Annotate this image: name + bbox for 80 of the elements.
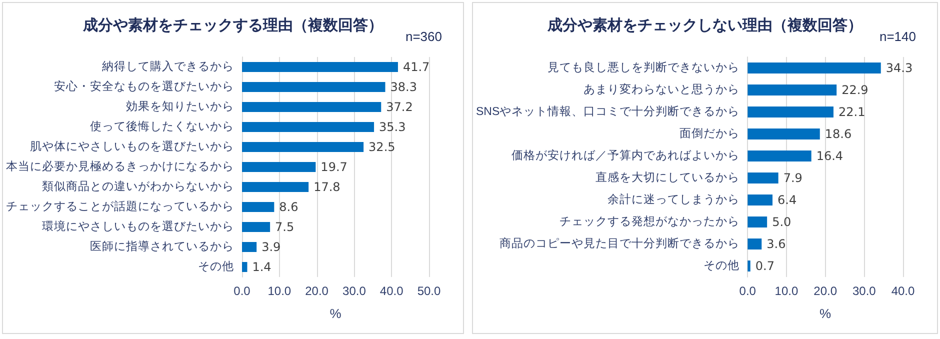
data-label: 18.6 bbox=[824, 127, 852, 141]
y-tick-label: 価格が安ければ／予算内であればよいから bbox=[512, 148, 740, 162]
y-tick-label: 医師に指導されているから bbox=[90, 239, 234, 253]
data-label: 0.7 bbox=[755, 259, 774, 273]
bar bbox=[748, 260, 750, 272]
x-tick-label: 20.0 bbox=[814, 284, 838, 298]
bar bbox=[242, 82, 386, 92]
data-label: 19.7 bbox=[320, 160, 348, 174]
bar bbox=[748, 128, 820, 140]
data-label: 5.0 bbox=[772, 215, 792, 229]
y-tick-label: 面倒だから bbox=[680, 127, 740, 140]
data-label: 35.3 bbox=[379, 120, 406, 134]
y-tick-label: 商品のコピーや見た目で十分判断できるから bbox=[500, 236, 740, 250]
data-label: 22.9 bbox=[842, 83, 868, 97]
x-tick-label: 50.0 bbox=[417, 284, 441, 298]
x-tick-label: 40.0 bbox=[891, 284, 915, 298]
x-tick-label: 30.0 bbox=[852, 284, 876, 298]
y-tick-label: その他 bbox=[198, 260, 234, 273]
x-tick-label: 30.0 bbox=[342, 284, 366, 298]
bar bbox=[242, 182, 309, 192]
y-tick-label: 環境にやさしいものを選びたいから bbox=[42, 219, 234, 233]
bar bbox=[748, 84, 837, 96]
x-tick-label: 0.0 bbox=[234, 284, 251, 298]
y-tick-label: 肌や体にやさしいものを選びたいから bbox=[30, 140, 234, 153]
bar bbox=[748, 106, 834, 118]
bar bbox=[242, 162, 316, 172]
chart-subtitle: n=140 bbox=[879, 29, 916, 44]
bar bbox=[748, 62, 881, 74]
chart-title: 成分や素材をチェックしない理由（複数回答） bbox=[546, 17, 862, 34]
chart-subtitle: n=360 bbox=[405, 29, 442, 44]
data-label: 7.9 bbox=[783, 171, 802, 185]
data-label: 17.8 bbox=[314, 180, 340, 194]
data-label: 3.9 bbox=[262, 240, 281, 254]
bar bbox=[242, 102, 382, 112]
y-tick-label: 余計に迷ってしまうから bbox=[608, 192, 740, 206]
bar bbox=[748, 194, 773, 206]
data-label: 7.5 bbox=[275, 220, 294, 234]
data-label: 41.7 bbox=[402, 60, 430, 74]
chart-title: 成分や素材をチェックする理由（複数回答） bbox=[82, 17, 383, 34]
y-tick-label: あまり変わらないと思うから bbox=[584, 82, 740, 96]
y-tick-label: 類似商品との違いがわからないから bbox=[42, 179, 234, 193]
y-tick-label: SNSやネット情報、口コミで十分判断できるから bbox=[476, 105, 740, 118]
data-label: 16.4 bbox=[816, 149, 844, 163]
x-tick-label: 10.0 bbox=[774, 284, 798, 298]
bar bbox=[748, 216, 768, 228]
y-tick-label: チェックすることが話題になっているから bbox=[6, 200, 234, 213]
x-tick-label: 40.0 bbox=[380, 284, 404, 298]
data-label: 38.3 bbox=[390, 80, 417, 94]
bar bbox=[242, 222, 270, 232]
bar bbox=[242, 242, 257, 252]
bar bbox=[242, 122, 374, 132]
y-tick-label: 使って後悔したくないから bbox=[90, 120, 234, 133]
y-tick-label: 安心・安全なものを選びたいから bbox=[54, 79, 234, 93]
data-label: 34.3 bbox=[886, 61, 913, 75]
data-label: 8.6 bbox=[279, 200, 298, 214]
bar bbox=[748, 172, 778, 184]
y-tick-label: チェックする発想がなかったから bbox=[560, 215, 740, 228]
data-label: 3.6 bbox=[766, 237, 786, 251]
data-label: 1.4 bbox=[252, 260, 272, 274]
bar bbox=[748, 238, 762, 250]
x-tick-label: 10.0 bbox=[268, 284, 292, 298]
y-tick-label: その他 bbox=[704, 259, 740, 272]
y-tick-label: 見ても良し悪しを判断できないから bbox=[548, 60, 740, 74]
bar bbox=[242, 142, 364, 152]
data-label: 6.4 bbox=[778, 193, 797, 207]
y-tick-label: 効果を知りたいから bbox=[126, 100, 234, 113]
data-label: 22.1 bbox=[838, 105, 866, 119]
bar bbox=[242, 62, 398, 72]
y-tick-label: 納得して購入できるから bbox=[102, 59, 234, 73]
x-tick-label: 0.0 bbox=[739, 284, 756, 298]
bar bbox=[748, 150, 812, 162]
y-tick-label: 本当に必要か見極めるきっかけになるから bbox=[6, 159, 234, 173]
y-tick-label: 直感を大切にしているから bbox=[596, 171, 740, 184]
data-label: 32.5 bbox=[368, 140, 396, 154]
x-axis-title: % bbox=[330, 306, 342, 321]
bar bbox=[242, 202, 274, 212]
data-label: 37.2 bbox=[386, 100, 413, 114]
x-axis-title: % bbox=[820, 306, 832, 321]
bar bbox=[242, 262, 248, 272]
x-tick-label: 20.0 bbox=[305, 284, 329, 298]
